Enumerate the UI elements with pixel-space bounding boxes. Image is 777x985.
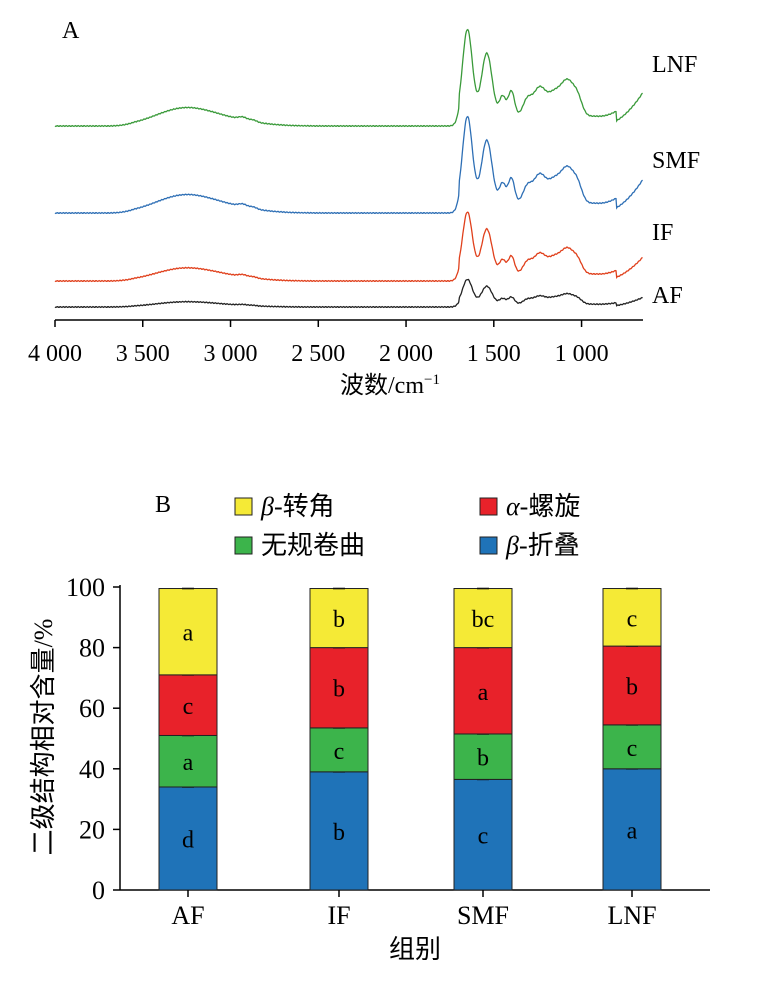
x-tick-label: 2 500 [291, 341, 345, 367]
y-tick-label: 60 [79, 694, 105, 723]
bar-segment [602, 724, 662, 770]
series-label-smf: SMF [652, 148, 700, 174]
y-axis-ticks: 0 20 40 60 80 100 [66, 573, 120, 905]
legend-item: β-转角 [234, 492, 335, 521]
x-tick-label: 1 500 [467, 341, 521, 367]
series-label-lnf: LNF [652, 52, 697, 78]
x-tick-label: 2 000 [379, 341, 433, 367]
significance-letter: c [627, 606, 638, 632]
spectrum-line-af [54, 278, 643, 309]
spectra-series-labels: LNF SMF IF AF [652, 52, 700, 309]
bar-segment [453, 647, 513, 735]
x-tick-label: 3 000 [204, 341, 258, 367]
x-axis-ticks: 4 000 3 500 3 000 2 500 2 000 1 500 1 000 [28, 320, 609, 367]
panel-a-label: A [62, 18, 80, 44]
panel-b-label: B [155, 492, 171, 518]
bar-segment [309, 588, 369, 649]
legend-item: β-折叠 [479, 531, 580, 560]
x-tick-label: 3 500 [116, 341, 170, 367]
bar-segment [309, 771, 369, 891]
significance-letter: b [333, 820, 345, 846]
x-axis-title: 波数/cm−1 [340, 372, 440, 399]
y-axis-title: 二级结构相对含量/% [29, 619, 58, 856]
legend-item: 无规卷曲 [234, 531, 365, 560]
x-tick-label: 1 000 [555, 341, 609, 367]
legend-swatch [479, 497, 498, 516]
series-label-af: AF [652, 283, 683, 309]
significance-letter: bc [472, 607, 495, 633]
y-tick-label: 80 [79, 634, 105, 663]
bar-segment [453, 588, 513, 649]
legend-item: α-螺旋 [479, 492, 580, 521]
significance-letter: a [183, 621, 194, 647]
legend-label: β-转角 [260, 492, 335, 521]
bar-segment [158, 734, 218, 788]
bar-segment [309, 647, 369, 729]
bar-segment [453, 778, 513, 891]
significance-letter: b [333, 677, 345, 703]
category-ticks: AF IF SMF LNF [171, 890, 657, 930]
bar-segment [309, 727, 369, 773]
y-tick-label: 100 [66, 573, 105, 602]
significance-letter: b [626, 674, 638, 700]
significance-letter: a [183, 750, 194, 776]
legend-label: 无规卷曲 [261, 531, 365, 560]
x-tick-label: 4 000 [28, 341, 82, 367]
legend-label: β-折叠 [505, 531, 580, 560]
spectrum-line-smf [54, 115, 643, 215]
category-label-af: AF [171, 901, 204, 930]
legend-swatch [479, 536, 498, 555]
bar-segment [158, 588, 218, 676]
significance-letter: b [333, 607, 345, 633]
significance-letter: b [477, 746, 489, 772]
bar-segment [602, 645, 662, 726]
legend-swatch [234, 497, 253, 516]
y-tick-label: 0 [92, 876, 105, 905]
spectrum-line-lnf [54, 28, 643, 128]
category-label-lnf: LNF [607, 901, 656, 930]
significance-letter: c [627, 736, 638, 762]
significance-letter: a [478, 680, 489, 706]
y-tick-label: 40 [79, 755, 105, 784]
legend-swatch [234, 536, 253, 555]
ftir-spectra-panel: A LNF SMF IF AF 4 000 3 500 3 000 2 500 2 000 1 … [28, 18, 700, 399]
series-label-if: IF [652, 220, 673, 246]
y-tick-label: 20 [79, 815, 105, 844]
significance-letter: a [627, 818, 638, 844]
category-label-if: IF [327, 901, 350, 930]
bar-segment [602, 588, 662, 647]
spectra-lines [54, 28, 643, 309]
legend-label: α-螺旋 [506, 492, 580, 521]
bar-segment [453, 733, 513, 780]
spectrum-line-if [54, 211, 643, 283]
significance-letter: c [478, 824, 489, 850]
x-axis-title-b: 组别 [389, 935, 441, 964]
significance-letter: c [183, 694, 194, 720]
category-label-smf: SMF [457, 901, 509, 930]
significance-letter: c [334, 739, 345, 765]
significance-letter: d [182, 827, 194, 853]
